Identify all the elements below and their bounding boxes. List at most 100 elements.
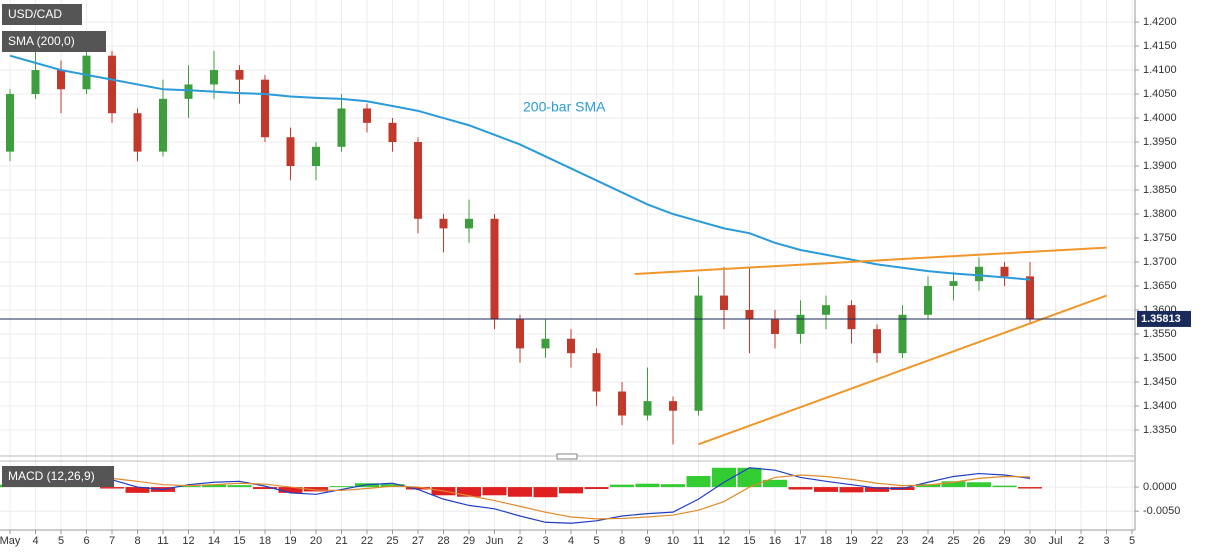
x-tick-label: 26	[973, 535, 985, 547]
y-tick-label: 1.4050	[1143, 88, 1177, 100]
macd-line	[9, 467, 1031, 524]
candle-body	[439, 218, 448, 229]
x-tick-label: 21	[335, 535, 347, 547]
candle-body	[516, 319, 524, 349]
x-tick-label: 18	[820, 535, 832, 547]
candle-body	[159, 98, 167, 152]
y-tick-label: 1.3750	[1143, 232, 1177, 244]
macd-histogram-bar	[763, 479, 787, 488]
x-tick-label: 30	[1024, 535, 1036, 547]
candle-body	[847, 305, 856, 330]
candle-body	[210, 70, 218, 85]
x-tick-label: 20	[310, 535, 322, 547]
macd-histogram-bar	[176, 486, 201, 488]
symbol-box	[2, 4, 82, 25]
y-tick-label: 0.0000	[1143, 481, 1177, 493]
x-tick-label: 19	[845, 535, 857, 547]
trendline	[634, 246, 1107, 275]
y-tick-label: -0.0050	[1143, 505, 1180, 517]
macd-histogram-bar	[661, 484, 685, 488]
symbol-label: USD/CAD	[8, 7, 62, 21]
last-price-label: 1.35813	[1141, 313, 1181, 325]
sma-annotation: 200-bar SMA	[523, 99, 606, 115]
sma-box	[2, 31, 106, 52]
y-tick-label: 1.4200	[1143, 16, 1177, 28]
y-tick-label: 1.4150	[1143, 40, 1177, 52]
macd-box	[2, 466, 114, 487]
x-tick-label: 3	[1103, 535, 1109, 547]
y-tick-label: 1.3950	[1143, 136, 1177, 148]
x-tick-label: 22	[361, 535, 373, 547]
candle-body	[949, 281, 958, 286]
x-tick-label: 2	[1078, 535, 1084, 547]
macd-histogram-bar	[712, 467, 736, 488]
macd-histogram-bar	[814, 487, 838, 492]
x-tick-label: 5	[593, 535, 599, 547]
x-tick-label: 11	[693, 535, 704, 547]
y-tick-label: 1.3350	[1143, 424, 1177, 436]
candle-body	[261, 79, 269, 138]
macd-histogram-bar	[839, 487, 864, 493]
x-tick-label: 15	[743, 535, 755, 547]
candle-body	[108, 55, 116, 114]
x-tick-label: 5	[1129, 535, 1135, 547]
x-tick-label: 23	[896, 535, 908, 547]
candle-body	[312, 146, 320, 167]
macd-histogram-bar	[482, 487, 507, 496]
last-price-tag	[1137, 310, 1191, 327]
x-tick-label: May	[0, 535, 21, 547]
candle-body	[133, 113, 142, 152]
y-tick-label: 1.3400	[1143, 400, 1177, 412]
macd-histogram-bar	[406, 487, 430, 490]
y-tick-label: 1.3900	[1143, 160, 1177, 172]
y-tick-label: 1.3550	[1143, 328, 1177, 340]
y-tick-label: 1.3450	[1143, 376, 1177, 388]
x-tick-label: 9	[644, 535, 650, 547]
x-tick-label: 7	[109, 535, 115, 547]
x-tick-label: Jul	[1048, 535, 1062, 547]
x-tick-label: 12	[182, 535, 194, 547]
macd-histogram-bar	[686, 475, 711, 488]
y-tick-label: 1.4000	[1143, 112, 1177, 124]
candle-body	[694, 295, 703, 411]
candle-body	[337, 108, 346, 147]
macd-label: MACD (12,26,9)	[8, 469, 95, 483]
x-tick-label: 28	[437, 535, 449, 547]
y-tick-label: 1.3700	[1143, 256, 1177, 268]
candle-body	[567, 338, 575, 354]
candle-body	[1000, 266, 1009, 277]
x-tick-label: 15	[233, 535, 245, 547]
y-tick-label: 1.3650	[1143, 280, 1177, 292]
trendline	[698, 294, 1107, 446]
macd-histogram-bar	[508, 487, 532, 497]
x-tick-label: 18	[259, 535, 271, 547]
candle-body	[6, 94, 14, 152]
candle-body	[490, 218, 499, 320]
signal-line	[9, 474, 1031, 520]
x-tick-label: 29	[463, 535, 475, 547]
macd-histogram-bar	[304, 487, 328, 492]
candle-body	[82, 55, 91, 90]
candle-body	[669, 401, 677, 411]
candle-body	[414, 142, 422, 219]
x-tick-label: 17	[794, 535, 806, 547]
macd-histogram-bar	[865, 487, 889, 492]
x-tick-label: 25	[947, 535, 959, 547]
sma-label: SMA (200,0)	[8, 34, 75, 48]
panel-resize-handle[interactable]	[556, 453, 578, 460]
x-tick-label: 22	[871, 535, 883, 547]
candle-body	[57, 70, 65, 90]
candle-body	[924, 285, 932, 315]
x-tick-label: 19	[284, 535, 296, 547]
x-tick-label: 14	[208, 535, 220, 547]
candle-body	[592, 353, 601, 392]
x-tick-label: 3	[542, 535, 548, 547]
x-tick-label: 5	[58, 535, 64, 547]
macd-histogram-bar	[253, 487, 277, 490]
macd-histogram-bar	[967, 482, 991, 488]
x-tick-label: 29	[998, 535, 1010, 547]
macd-histogram-bar	[227, 485, 252, 488]
macd-histogram-bar	[559, 487, 583, 494]
candle-body	[388, 122, 397, 143]
macd-histogram-bar	[202, 484, 226, 488]
